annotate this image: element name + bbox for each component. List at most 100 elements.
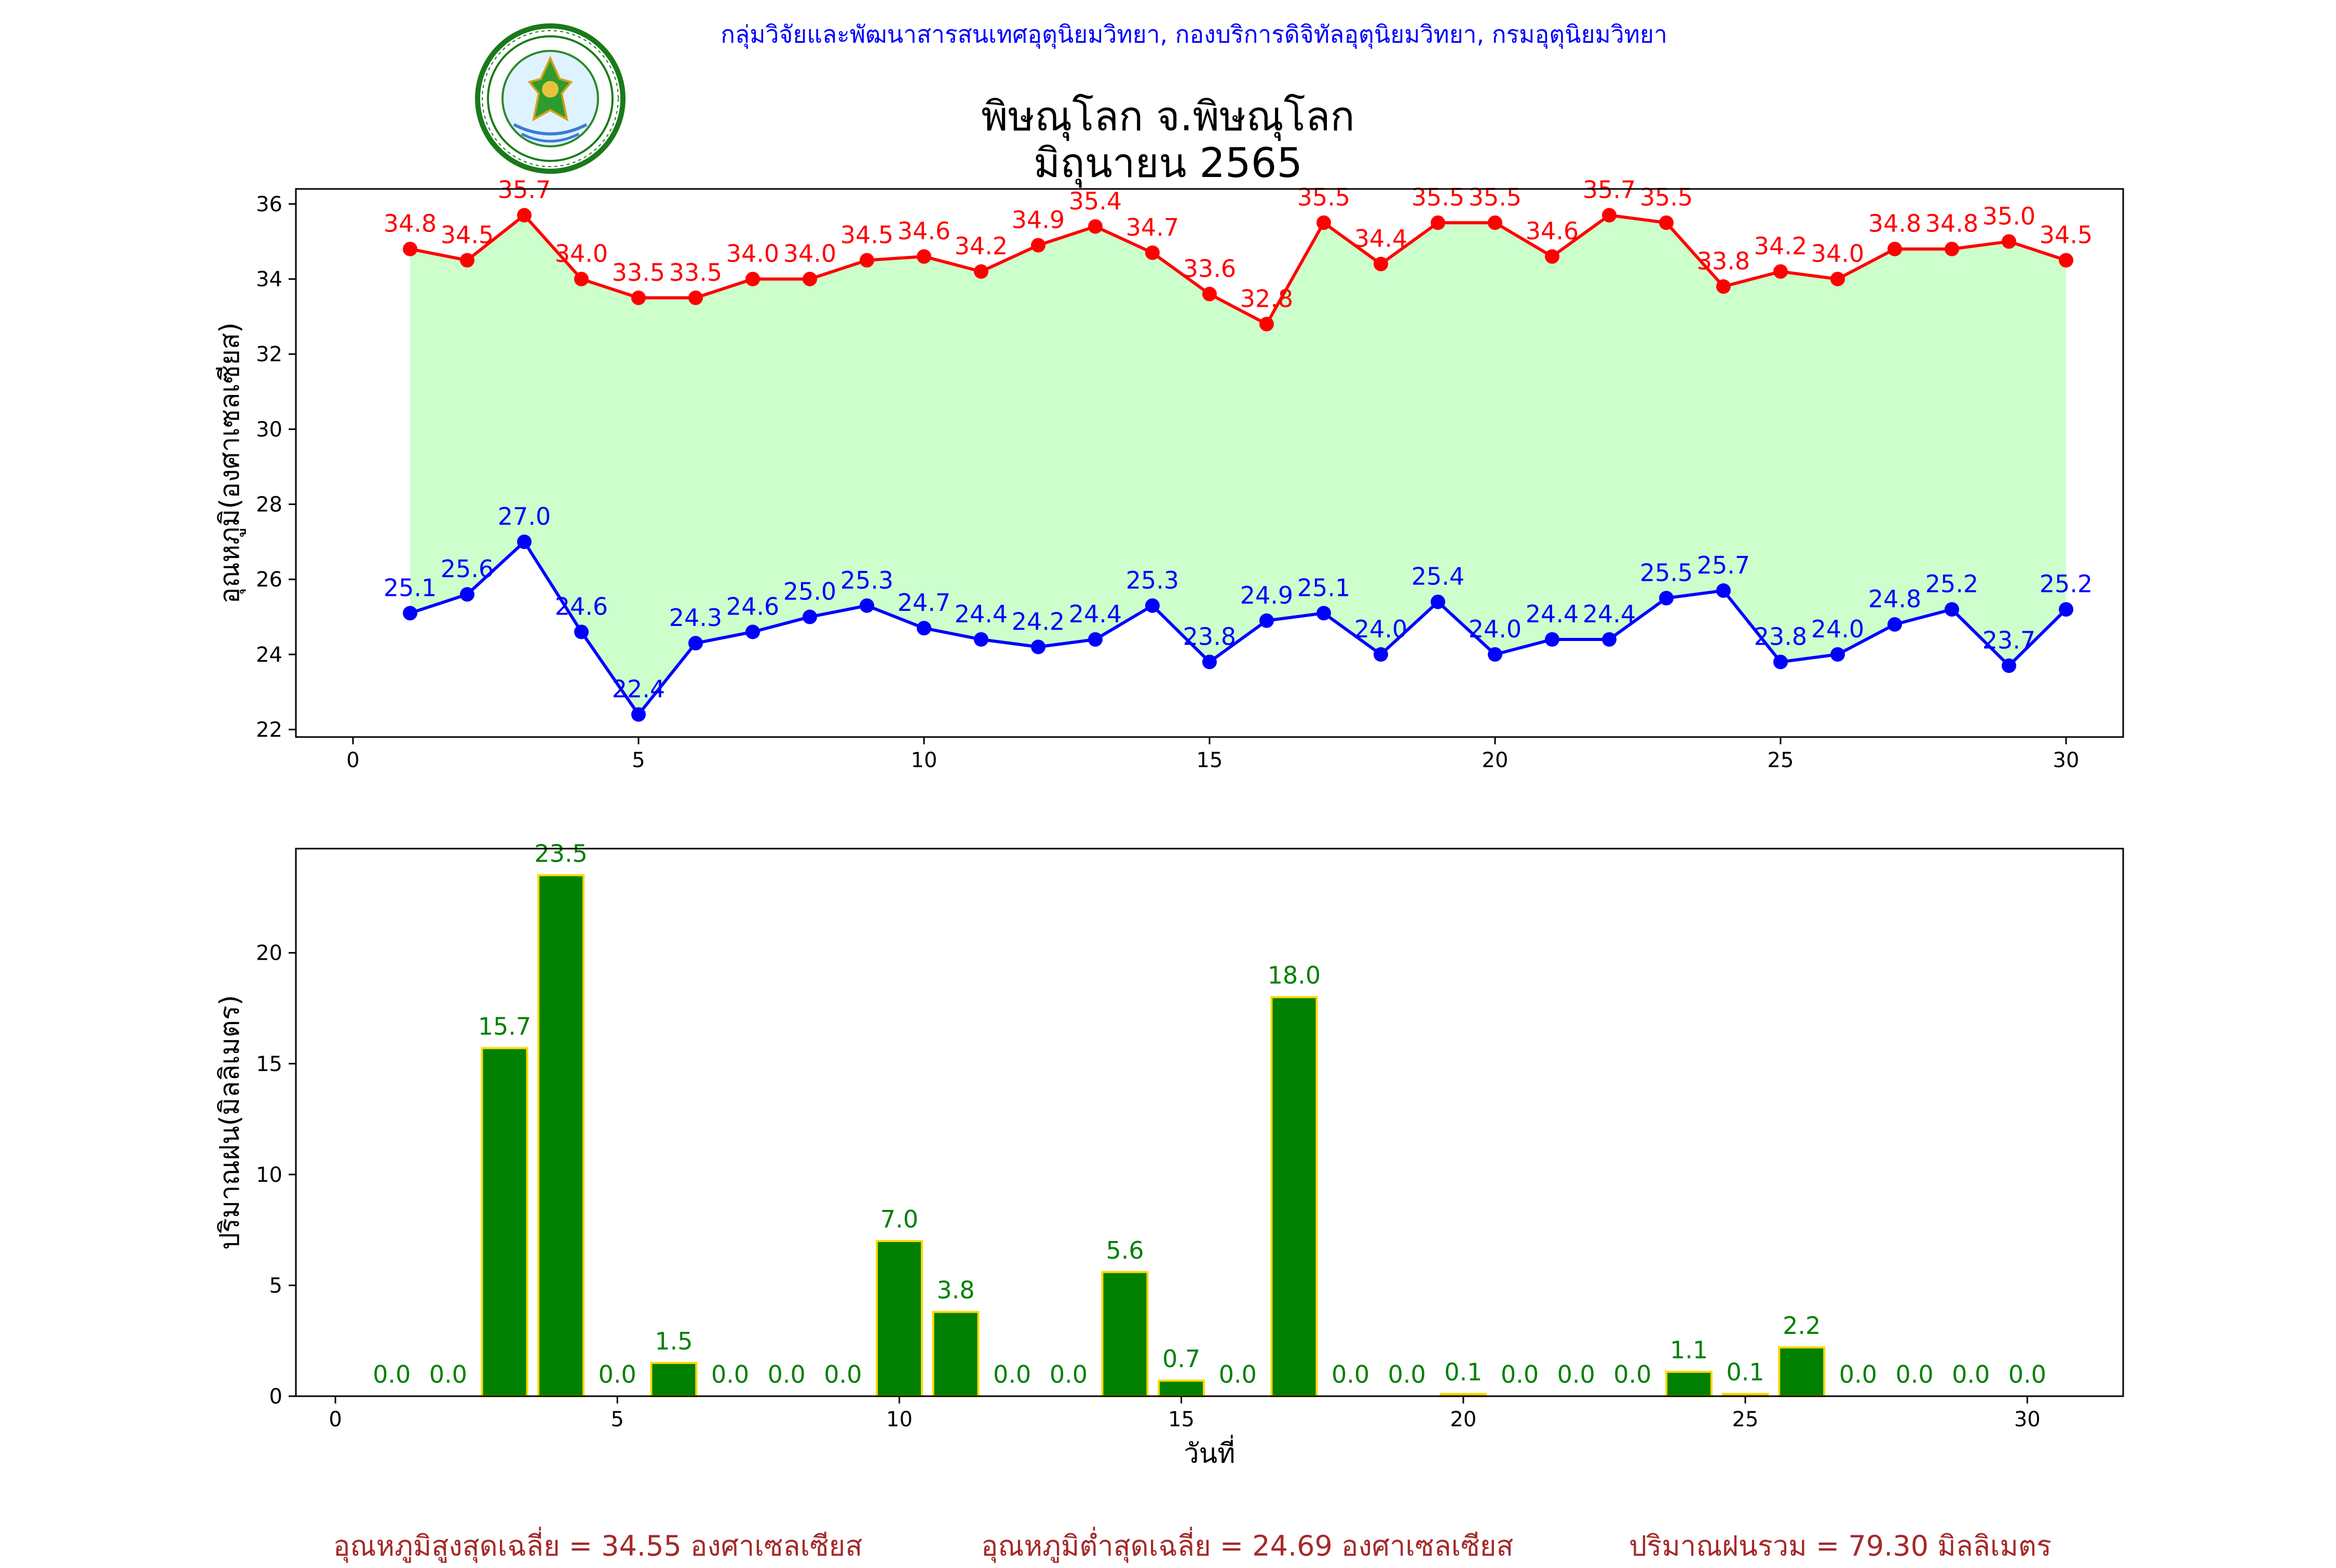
max-temp-label: 34.4 xyxy=(1354,225,1407,253)
min-temp-point xyxy=(460,587,474,602)
min-temp-point xyxy=(2002,658,2016,673)
min-temp-label: 25.1 xyxy=(1297,574,1350,602)
rain-y-tick-label: 20 xyxy=(256,942,282,965)
rain-bar-label: 0.0 xyxy=(1557,1360,1595,1388)
max-temp-label: 33.6 xyxy=(1183,255,1236,283)
temp-x-tick-label: 25 xyxy=(1768,748,1794,772)
rain-bar-label: 0.0 xyxy=(768,1360,806,1388)
max-temp-point xyxy=(1431,215,1445,230)
min-temp-label: 24.4 xyxy=(1526,600,1579,628)
min-temp-point xyxy=(1259,613,1274,628)
rain-bar-label: 5.6 xyxy=(1106,1236,1144,1264)
rain-x-tick-label: 15 xyxy=(1168,1408,1194,1431)
min-temp-label: 24.0 xyxy=(1354,615,1407,643)
max-temp-point xyxy=(2002,234,2016,249)
min-temp-label: 24.0 xyxy=(1811,615,1864,643)
max-temp-label: 35.5 xyxy=(1297,183,1350,211)
rain-bar xyxy=(537,874,585,1397)
max-temp-label: 35.5 xyxy=(1469,183,1522,211)
min-temp-label: 24.7 xyxy=(898,589,950,617)
rain-bar-label: 0.0 xyxy=(824,1360,862,1388)
rain-bar xyxy=(1101,1271,1149,1398)
max-temp-point xyxy=(688,290,703,305)
min-temp-label: 24.0 xyxy=(1469,615,1522,643)
rain-bar-label: 0.0 xyxy=(599,1360,636,1388)
rain-x-tick-label: 5 xyxy=(611,1408,624,1431)
rain-bar-label: 15.7 xyxy=(478,1012,531,1040)
rain-x-tick-label: 20 xyxy=(1450,1408,1476,1431)
max-temp-point xyxy=(1374,256,1388,271)
rain-bar xyxy=(932,1311,980,1398)
max-temp-point xyxy=(631,290,646,305)
min-temp-label: 25.3 xyxy=(840,566,893,594)
max-temp-label: 33.5 xyxy=(669,258,722,287)
max-temp-label: 34.0 xyxy=(783,240,836,268)
min-temp-point xyxy=(631,707,646,722)
min-temp-label: 25.2 xyxy=(1925,570,1978,598)
temp-x-tick-label: 10 xyxy=(911,748,938,772)
max-temp-label: 33.8 xyxy=(1697,247,1750,275)
min-temp-label: 24.4 xyxy=(955,600,1008,628)
max-temp-point xyxy=(745,271,760,287)
temp-y-tick-label: 22 xyxy=(256,718,282,742)
max-temp-point xyxy=(1716,279,1731,294)
rain-bar-label: 3.8 xyxy=(937,1276,975,1304)
min-temp-label: 25.0 xyxy=(783,578,836,606)
rain-bar-label: 0.0 xyxy=(2008,1360,2046,1388)
min-temp-label: 23.7 xyxy=(1982,626,2035,655)
rain-bar xyxy=(481,1047,528,1397)
rain-bar-label: 0.0 xyxy=(1219,1360,1257,1388)
max-temp-point xyxy=(574,271,589,287)
min-temp-label: 24.6 xyxy=(555,592,608,620)
rain-y-axis-label: ปริมาณฝน(มิลลิเมตร) xyxy=(214,995,246,1250)
max-temp-point xyxy=(1316,215,1331,230)
min-temp-label: 22.4 xyxy=(612,675,665,703)
rain-bar-label: 0.0 xyxy=(1050,1360,1088,1388)
max-temp-point xyxy=(860,253,874,268)
rain-bar-label: 18.0 xyxy=(1268,961,1321,989)
rain-y-tick-label: 0 xyxy=(269,1385,282,1409)
min-temperature-line xyxy=(410,539,2068,717)
max-temp-label: 34.5 xyxy=(441,221,494,249)
temp-y-tick-label: 36 xyxy=(256,193,282,216)
min-temp-point xyxy=(1716,583,1731,598)
min-temp-point xyxy=(1602,632,1617,647)
rain-x-tick-label: 0 xyxy=(329,1408,342,1431)
max-temp-label: 34.0 xyxy=(555,240,608,268)
max-temp-point xyxy=(1830,271,1845,287)
max-temp-point xyxy=(1202,287,1217,302)
meteorological-department-seal-icon xyxy=(475,23,626,174)
rain-plot-frame xyxy=(295,848,2124,1397)
temp-x-tick-label: 0 xyxy=(346,748,359,772)
min-temp-point xyxy=(917,621,931,636)
max-temp-label: 34.9 xyxy=(1012,206,1065,234)
rain-y-tick-label: 15 xyxy=(256,1052,282,1076)
max-temp-label: 34.5 xyxy=(840,221,893,249)
max-temp-label: 34.8 xyxy=(384,210,437,238)
min-temp-point xyxy=(1488,647,1502,662)
max-temp-label: 34.5 xyxy=(2040,221,2093,249)
min-temp-label: 25.1 xyxy=(384,574,437,602)
max-temp-point xyxy=(1031,238,1045,253)
min-temp-label: 24.2 xyxy=(1012,607,1065,635)
max-temp-point xyxy=(2059,253,2073,268)
min-temp-point xyxy=(745,624,760,639)
rain-bar-label: 0.0 xyxy=(1952,1360,1990,1388)
rain-bar xyxy=(1270,996,1318,1397)
rain-y-tick-label: 10 xyxy=(256,1163,282,1187)
min-temp-point xyxy=(1316,606,1331,621)
min-temp-point xyxy=(517,534,532,549)
max-temp-label: 34.7 xyxy=(1126,213,1179,241)
min-temp-point xyxy=(1773,655,1788,670)
chart-subtitle: มิถุนายน 2565 xyxy=(1033,140,1303,187)
max-temp-point xyxy=(974,264,988,279)
rain-bar-label: 0.0 xyxy=(993,1360,1031,1388)
rain-bar xyxy=(1778,1346,1826,1398)
min-temp-point xyxy=(803,609,817,624)
temp-y-tick-label: 24 xyxy=(256,643,282,667)
rain-bar-label: 0.1 xyxy=(1727,1358,1764,1386)
min-temp-label: 27.0 xyxy=(498,502,551,530)
rain-bar-label: 0.7 xyxy=(1162,1345,1200,1373)
min-temp-label: 25.5 xyxy=(1640,558,1693,587)
max-temp-label: 35.5 xyxy=(1411,183,1464,211)
